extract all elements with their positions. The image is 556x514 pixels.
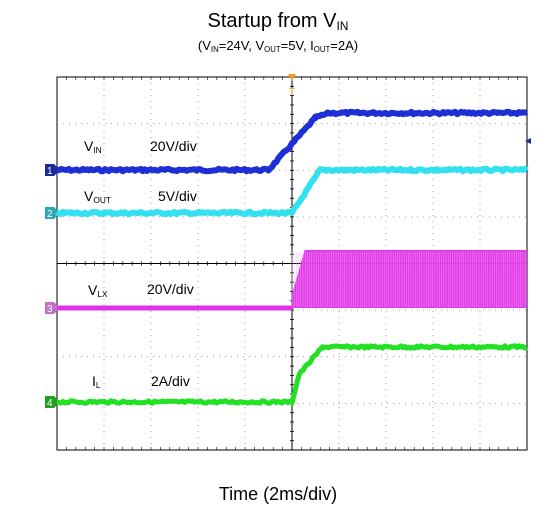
chart-title: Startup from VIN [0,10,556,33]
channel-1-ground-marker [45,164,60,176]
title-main: Startup from V [207,10,337,32]
channel-2-marker-label: 2 [47,209,53,220]
series-4-trace [56,343,528,406]
channel-1-scale: 20V/div [150,138,197,154]
channel-3-marker-label: 3 [47,304,53,315]
subtitle-part-2: =24V, V [218,38,265,53]
channel-1-name: VIN [84,138,102,155]
channel-4-marker-label: 4 [47,398,53,409]
subtitle-part-4: =5V, I [280,38,314,53]
subtitle-part-0: (V [197,38,211,53]
channel-name-sub: LX [97,289,108,300]
channel-3-name: VLX [88,282,108,299]
channel-3-scale: 20V/div [147,281,194,297]
subtitle-part-3: OUT [264,44,281,54]
channel-name-sub: IN [93,145,102,156]
subtitle-part-1: IN [210,44,219,54]
channel-1-level-indicator [525,138,531,144]
channel-1-marker-label: 1 [47,166,53,177]
trigger-label: T [289,87,295,98]
chart-subtitle: (VIN=24V, VOUT=5V, IOUT=2A) [0,38,556,54]
subtitle-part-5: OUT [313,44,331,54]
x-axis-label: Time (2ms/div) [218,484,338,504]
channel-name-base: V [84,138,94,154]
channel-2-scale: 5V/div [158,188,197,204]
channel-name-base: V [88,282,98,298]
subtitle-part-6: =2A) [330,38,359,53]
trigger-marker [288,74,296,81]
channel-2-name: VOUT [84,188,111,205]
title-subscript: IN [336,19,349,33]
channel-name-sub: L [95,380,101,391]
channel-name-base: V [84,188,94,204]
channel-4-scale: 2A/div [151,373,190,389]
channel-2-ground-marker [45,207,60,219]
channel-4-name: IL [92,373,101,390]
series-1-trace [56,108,529,175]
channel-name-base: I [92,373,96,389]
channel-4-ground-marker [45,396,60,408]
series-2-trace [55,165,529,218]
channel-name-sub: OUT [93,195,112,206]
channel-3-ground-marker [45,302,60,314]
